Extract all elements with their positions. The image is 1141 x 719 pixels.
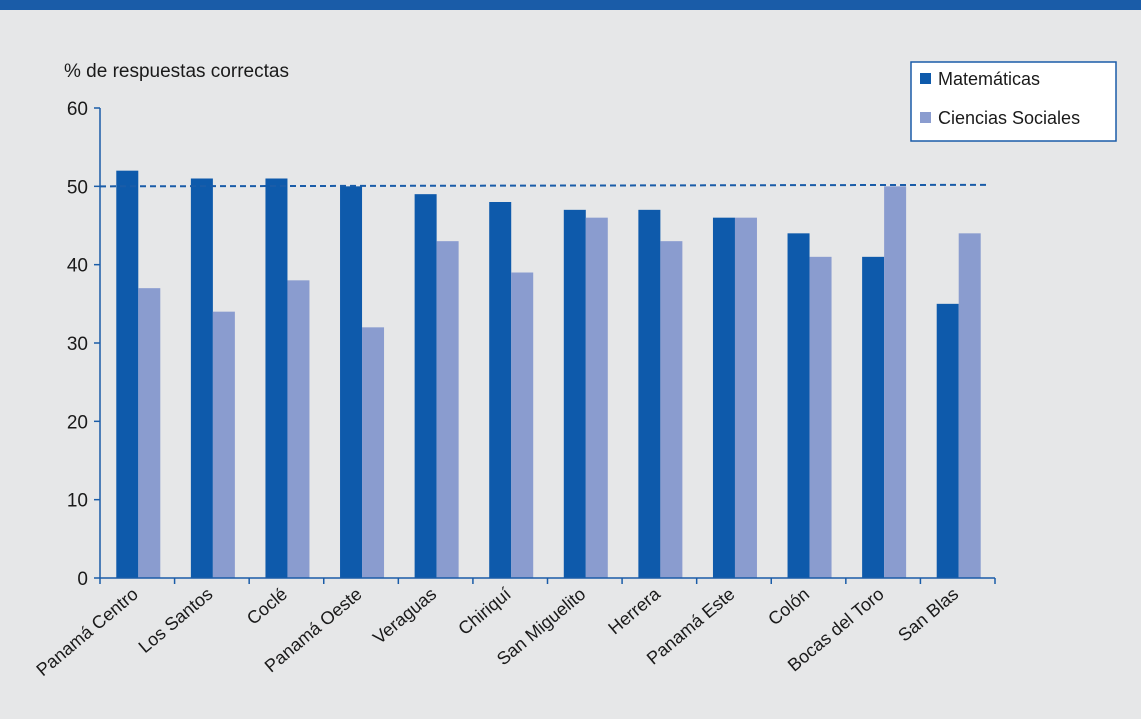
legend-swatch-matematicas: [920, 73, 931, 84]
bar-ciencias-sociales-san-miguelito: [585, 217, 608, 578]
bar-ciencias-sociales-bocas-del-toro: [884, 186, 907, 579]
legend-label-matematicas: Matemáticas: [938, 69, 1040, 89]
y-axis-ticks: 0 10 20 30 40 50 60: [67, 99, 100, 590]
axes-group: [99, 108, 996, 584]
reference-line-group: [99, 183, 991, 188]
y-tick-label-10: 10: [67, 491, 88, 512]
y-tick-label-20: 20: [67, 412, 88, 433]
bar-matematicas-panama-centro: [116, 170, 139, 578]
y-tick-label-30: 30: [67, 334, 88, 355]
bar-ciencias-sociales-herrera: [660, 241, 683, 578]
bar-ciencias-sociales-colon: [809, 256, 832, 578]
category-label-herrera: Herrera: [604, 583, 664, 638]
category-label-veraguas: Veraguas: [369, 584, 440, 648]
bar-matematicas-bocas-del-toro: [862, 256, 885, 578]
bar-ciencias-sociales-panama-oeste: [362, 327, 385, 578]
category-label-cocle: Coclé: [243, 584, 291, 629]
bar-ciencias-sociales-san-blas: [958, 233, 981, 579]
bar-matematicas-los-santos: [190, 178, 213, 578]
legend: Matemáticas Ciencias Sociales: [910, 61, 1117, 142]
y-tick-label-40: 40: [67, 256, 88, 277]
bar-matematicas-colon: [787, 233, 810, 579]
legend-label-ciencias-sociales: Ciencias Sociales: [938, 108, 1080, 128]
bar-ciencias-sociales-cocle: [287, 280, 310, 578]
reference-line: [99, 183, 991, 188]
category-label-colon: Colón: [764, 584, 813, 630]
bar-ciencias-sociales-panama-centro: [138, 288, 161, 578]
bar-matematicas-san-miguelito: [563, 209, 586, 579]
legend-swatch-ciencias-sociales: [920, 112, 931, 123]
bar-matematicas-cocle: [265, 178, 288, 578]
bars-group: [116, 170, 981, 579]
bar-ciencias-sociales-panama-este: [734, 217, 757, 578]
top-band: [0, 0, 1141, 10]
bar-matematicas-panama-este: [712, 217, 735, 578]
category-label-panama-centro: Panamá Centro: [32, 584, 141, 680]
bar-matematicas-herrera: [638, 209, 661, 579]
bar-ciencias-sociales-chiriqui: [511, 272, 534, 578]
bar-matematicas-panama-oeste: [340, 186, 363, 579]
bar-ciencias-sociales-los-santos: [212, 311, 235, 578]
bar-matematicas-veraguas: [414, 194, 437, 578]
bar-matematicas-san-blas: [936, 303, 959, 578]
legend-box: [910, 61, 1117, 142]
y-tick-label-50: 50: [67, 177, 88, 198]
category-label-san-blas: San Blas: [894, 584, 962, 646]
y-tick-label-60: 60: [67, 99, 88, 120]
bar-matematicas-chiriqui: [489, 202, 512, 578]
bar-ciencias-sociales-veraguas: [436, 241, 459, 578]
y-axis-label: % de respuestas correctas: [64, 61, 289, 82]
category-label-chiriqui: Chiriquí: [454, 584, 514, 639]
y-tick-label-0: 0: [77, 569, 88, 590]
category-label-los-santos: Los Santos: [135, 584, 217, 657]
